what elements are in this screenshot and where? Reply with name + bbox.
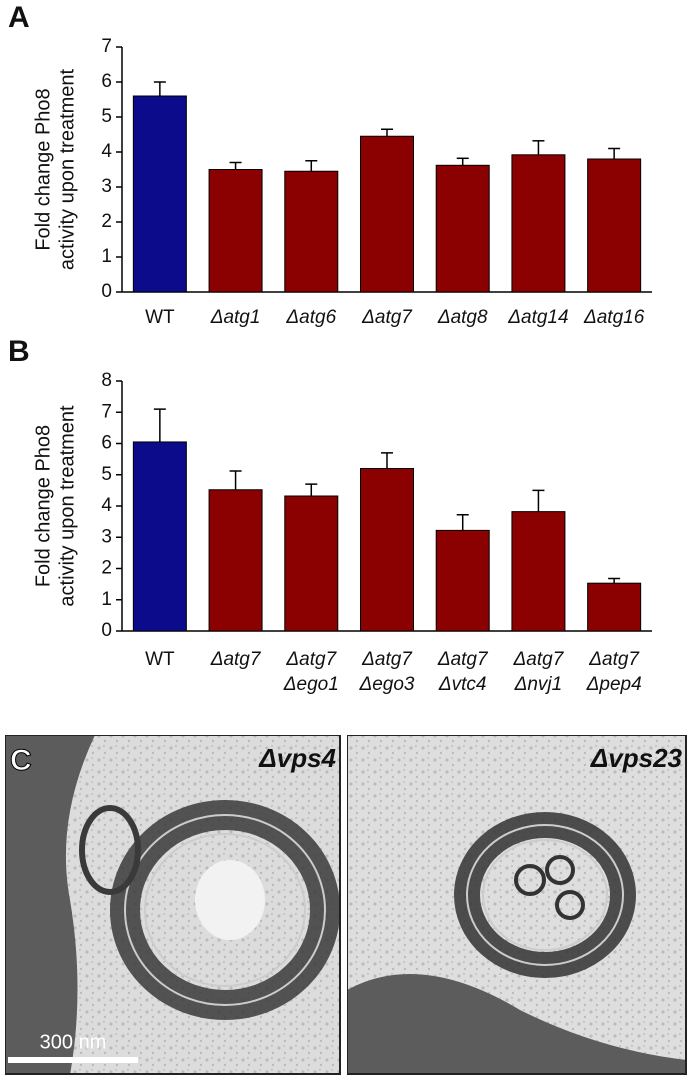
x-tick-label: Δatg16 [583,307,645,328]
bar [360,135,414,293]
x-tick-label: Δatg7 [210,649,262,670]
x-tick-label: Δatg7 [361,649,413,670]
y-tick-label: 6 [101,71,112,92]
bar [284,495,339,632]
x-tick-label: Δnvj1 [514,674,563,695]
y-tick-label: 5 [101,106,112,127]
y-tick-label: 7 [101,36,112,57]
y-axis-label: activity upon treatment [56,405,78,607]
x-tick-label: Δatg7 [513,649,565,670]
x-tick-label: Δatg7 [437,649,489,670]
x-tick-label: Δatg7 [588,649,640,670]
bar [360,468,414,632]
y-axis-label: activity upon treatment [56,68,78,270]
micrograph-label: Δvps23 [590,743,683,773]
y-tick-label: 3 [101,526,112,547]
bar [132,441,187,632]
x-tick-label: Δpep4 [586,674,642,695]
x-tick-label: Δatg14 [507,307,568,328]
y-tick-label: 0 [101,620,112,641]
y-tick-label: 1 [101,589,112,610]
bar [208,169,263,293]
y-tick-label: 4 [101,141,112,162]
y-tick-label: 5 [101,464,112,485]
y-axis-label: Fold change Pho8 [32,425,54,587]
y-tick-label: 8 [101,370,112,391]
micrograph-label: Δvps4 [258,743,336,773]
y-axis-label: Fold change Pho8 [32,88,54,250]
bar [284,170,339,293]
x-tick-label: Δatg7 [361,307,413,328]
x-tick-label: Δatg6 [285,307,336,328]
bar [587,158,642,293]
x-tick-label: WT [145,649,175,670]
bar [587,582,642,632]
bar [208,489,263,632]
panel-label: C [10,744,32,777]
micrograph-left [5,735,341,1075]
x-tick-label: Δatg8 [437,307,488,328]
y-tick-label: 2 [101,558,112,579]
scale-bar-label: 300 nm [40,1031,107,1053]
x-tick-label: Δvtc4 [438,674,487,695]
x-tick-label: Δego3 [358,674,414,695]
micrograph-right [347,735,687,1075]
bar [435,164,490,293]
y-tick-label: 2 [101,211,112,232]
y-tick-label: 7 [101,401,112,422]
y-tick-label: 6 [101,433,112,454]
bar [132,95,187,293]
x-tick-label: Δatg1 [210,307,261,328]
y-tick-label: 1 [101,246,112,267]
bar [511,154,566,293]
x-tick-label: Δego1 [283,674,339,695]
x-tick-label: WT [145,307,175,328]
y-tick-label: 0 [101,281,112,302]
y-tick-label: 4 [101,495,112,516]
y-tick-label: 3 [101,176,112,197]
bar [435,529,490,632]
panel-label: B [8,335,30,368]
bar [511,511,566,632]
x-tick-label: Δatg7 [285,649,337,670]
panel-label: A [8,1,30,34]
